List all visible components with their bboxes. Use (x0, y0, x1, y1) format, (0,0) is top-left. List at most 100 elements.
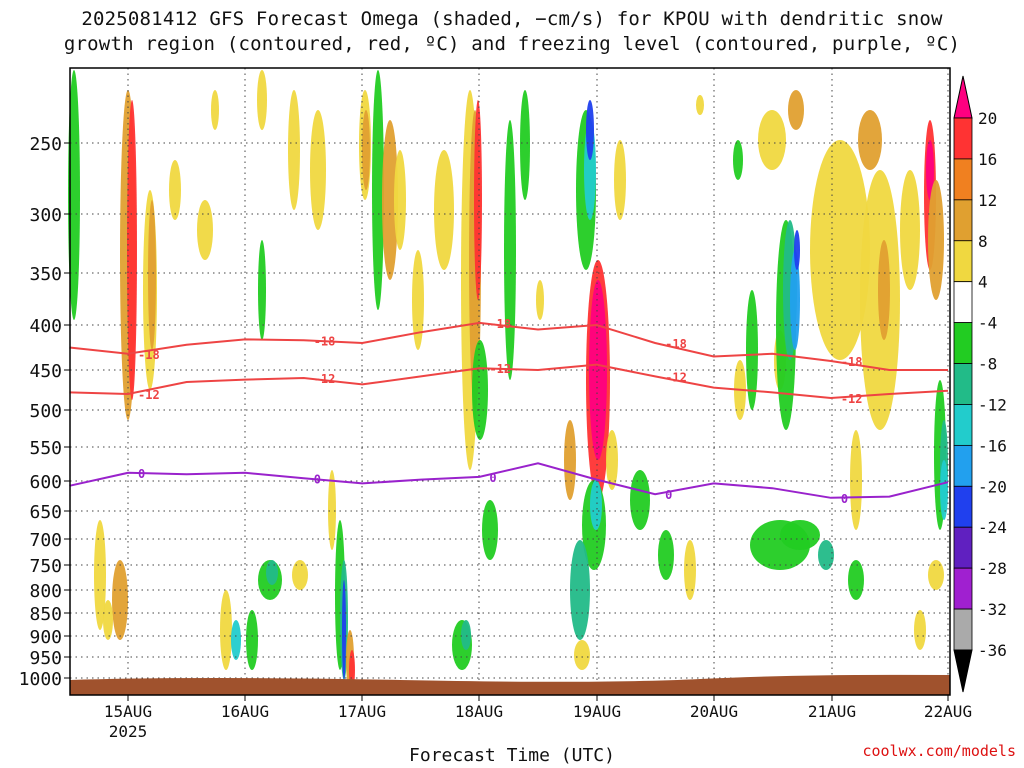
colorbar-label: -36 (978, 641, 1007, 660)
omega-shade-patch (342, 580, 346, 680)
y-tick-label: 800 (29, 581, 62, 602)
omega-shade-patch (900, 170, 920, 290)
x-axis-label: Forecast Time (UTC) (409, 745, 615, 766)
contour-label: -18 (489, 317, 511, 331)
omega-shade-patch (586, 100, 594, 160)
colorbar-segment (953, 281, 973, 324)
omega-shade-patch (169, 160, 181, 220)
y-tick-label: 650 (29, 502, 62, 523)
omega-shade-patch (780, 520, 820, 550)
x-tick-label: 21AUG (808, 702, 856, 721)
omega-shade-patch (564, 420, 576, 500)
contour-label: -12 (665, 370, 687, 384)
omega-shade-patch (788, 90, 804, 130)
omega-shade-patch (461, 620, 471, 650)
y-tick-label: 900 (29, 627, 62, 648)
x-tick-label: 19AUG (573, 702, 621, 721)
contour-label: 0 (841, 492, 848, 506)
colorbar-segment (953, 404, 973, 446)
omega-shade-patch (850, 430, 862, 530)
colorbar-arrow-top (953, 75, 973, 119)
omega-shade-patch (696, 95, 704, 115)
y-tick-label: 1000 (19, 669, 62, 690)
omega-shade-patch (112, 560, 128, 640)
colorbar-label: -24 (978, 518, 1007, 537)
y-tick-label: 600 (29, 472, 62, 493)
y-tick-label: 350 (29, 264, 62, 285)
omega-shade-patch (257, 70, 267, 130)
chart-title-line1: 2025081412 GFS Forecast Omega (shaded, −… (81, 8, 943, 30)
omega-shade-patch (220, 590, 232, 670)
colorbar-label: -4 (978, 314, 997, 333)
x-tick-label: 20AUG (690, 702, 738, 721)
x-tick-label: 15AUG (104, 702, 152, 721)
omega-shade-patch (504, 120, 516, 380)
colorbar-segment (953, 117, 973, 160)
colorbar-segment (953, 444, 973, 487)
omega-shade-patch (292, 560, 308, 590)
omega-shade-patch (482, 500, 498, 560)
y-tick-label: 450 (29, 361, 62, 382)
contour-label: -12 (138, 388, 160, 402)
y-tick-label: 700 (29, 530, 62, 551)
omega-shade-patch (211, 90, 219, 130)
omega-shade-patch (472, 340, 488, 440)
colorbar-label: 12 (978, 191, 997, 210)
colorbar-label: -32 (978, 600, 1007, 619)
credit-text: coolwx.com/models (862, 742, 1016, 760)
omega-shade-patch (684, 540, 696, 600)
contour-label: -12 (841, 392, 863, 406)
colorbar-label: 16 (978, 150, 997, 169)
omega-shade-patch (520, 90, 530, 200)
colorbar-legend: 20 16 12 8 4 -4 -8 -12 -16 -20 -24 -28 -32 -36 (953, 75, 1007, 693)
omega-shade-patch (310, 110, 326, 230)
omega-shade-patch (848, 560, 864, 600)
omega-shade-patch (746, 290, 758, 410)
omega-shade-patch (148, 200, 156, 350)
omega-shade-patch (658, 530, 674, 580)
colorbar-segment (953, 526, 973, 569)
contour-line (69, 363, 949, 400)
omega-shade-patch (434, 150, 454, 270)
colorbar-label: -12 (978, 395, 1007, 414)
colorbar-label: -28 (978, 559, 1007, 578)
contour-label: -18 (138, 348, 160, 362)
omega-shade-patch (794, 230, 800, 270)
contour-line (69, 462, 949, 499)
omega-shade-patch (790, 250, 800, 350)
y-tick-label: 950 (29, 648, 62, 669)
x-tick-label: 17AUG (338, 702, 386, 721)
omega-shade-patch (266, 560, 278, 585)
omega-shade-patch (246, 610, 258, 670)
omega-shade-patch (382, 120, 398, 280)
omega-shade-patch (928, 560, 944, 590)
omega-shade-patch (258, 240, 266, 340)
colorbar-segment (953, 240, 973, 283)
omega-shade-patch (818, 540, 834, 570)
omega-shade-patch (574, 640, 590, 670)
omega-shade-patch (590, 480, 602, 530)
omega-shade-patch (328, 470, 336, 550)
contour-label: -18 (841, 355, 863, 369)
x-tick-label: 16AUG (221, 702, 269, 721)
y-tick-label: 750 (29, 556, 62, 577)
omega-shade-patch (940, 460, 948, 520)
contour-label: 0 (314, 472, 321, 486)
colorbar-label: -16 (978, 436, 1007, 455)
omega-shade-patch (103, 600, 113, 640)
omega-shade-patch (570, 540, 590, 640)
omega-shade-patch (928, 180, 944, 300)
contour-label: -12 (314, 372, 336, 386)
contour-lines: -18 -18 -18 -18 -18 -12 -12 -12 -12 -12 0 0 0 0 0 (69, 317, 949, 506)
omega-shade-patch (810, 140, 870, 360)
ground-band (70, 674, 950, 695)
x-tick-label: 22AUG (924, 702, 972, 721)
colorbar-label: 4 (978, 273, 988, 292)
omega-shade-patch (362, 110, 370, 190)
contour-label: -12 (489, 362, 511, 376)
omega-shade-patch (878, 240, 890, 340)
omega-shade-patch (536, 280, 544, 320)
contour-label: 0 (138, 467, 145, 481)
colorbar-segment (953, 363, 973, 405)
